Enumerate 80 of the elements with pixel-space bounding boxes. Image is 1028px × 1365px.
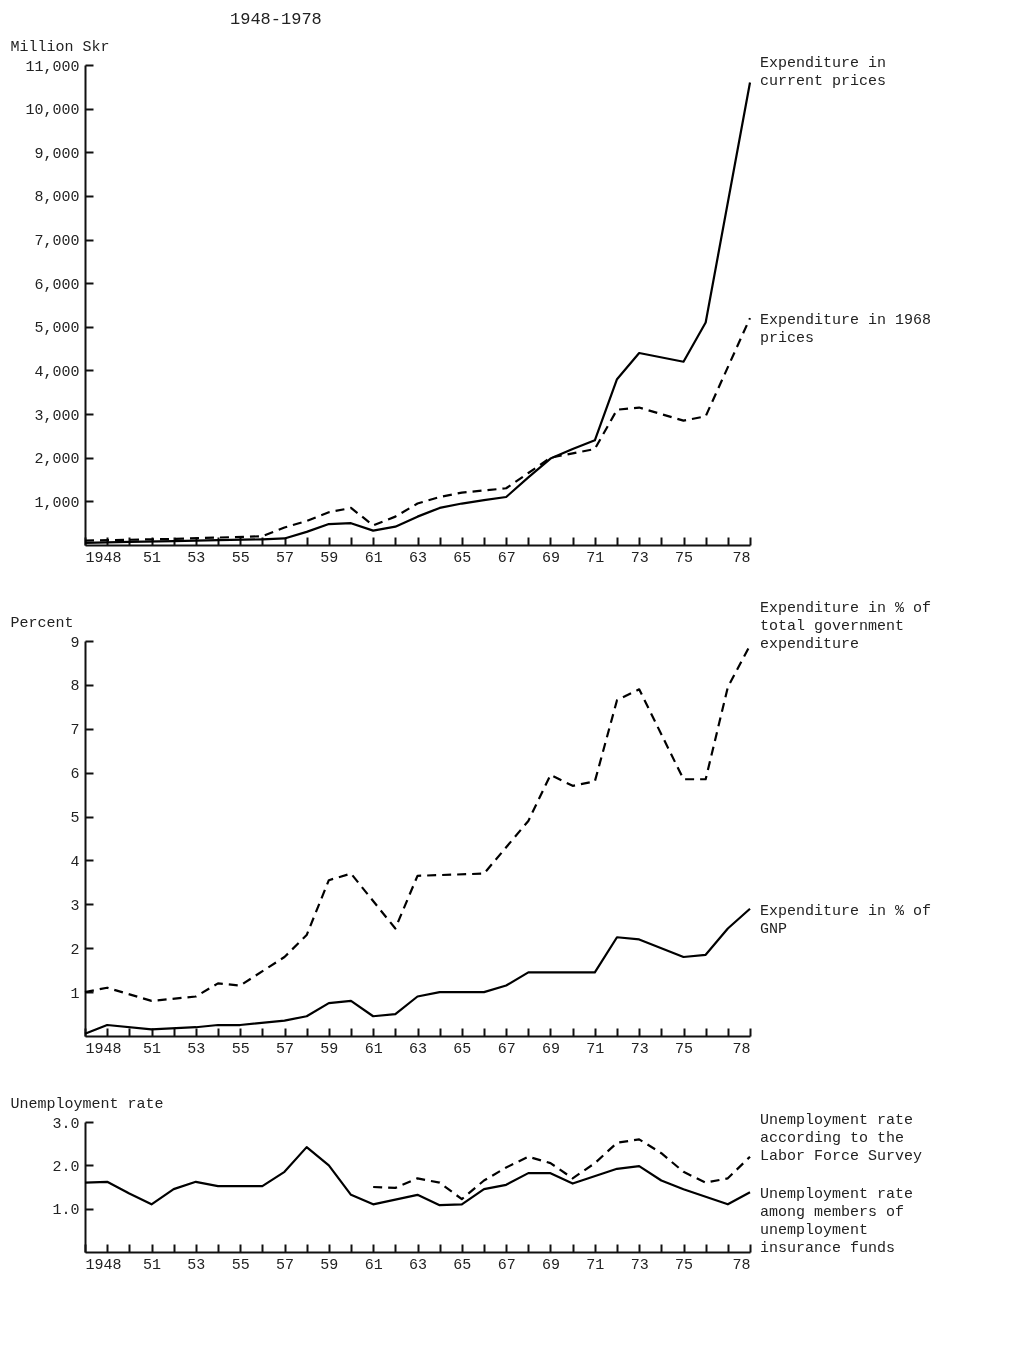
x-tick-label: 63 [408,1256,428,1274]
series-label: Unemployment rate among members of unemployment insurance funds [760,1186,914,1258]
y-tick-label: 5,000 [34,320,80,338]
x-tick-label: 59 [320,549,339,567]
x-tick-label: 65 [453,1256,472,1274]
x-tick-label: 55 [231,1040,250,1058]
x-tick-label: 73 [630,1040,649,1058]
x-tick-label: 59 [320,1256,339,1274]
x-tick-label: 78 [732,1256,751,1274]
x-tick-label: 73 [630,1256,649,1274]
x-tick-label: 61 [364,549,383,567]
series-label: Expenditure in % of GNP [760,902,932,938]
x-tick-label: 71 [586,1256,605,1274]
x-tick-label: 63 [408,1040,428,1058]
y-tick-label: 7,000 [34,233,80,251]
x-tick-label: 71 [586,549,605,567]
x-tick-label: 57 [275,1256,295,1274]
y-axis-title: Unemployment rate [10,1095,164,1113]
x-tick-label: 57 [275,549,295,567]
y-tick-label: 8 [70,678,80,696]
y-tick-label: 11,000 [25,58,80,76]
chart-title: 1948-1978 [230,10,322,29]
x-tick-label: 51 [142,1256,162,1274]
y-tick-label: 9,000 [34,145,80,163]
x-tick-label: 1948 [85,1040,122,1058]
y-tick-label: 10,000 [25,102,80,120]
y-tick-label: 9 [70,634,80,652]
y-tick-label: 8,000 [34,189,80,207]
x-tick-label: 51 [142,549,162,567]
x-tick-label: 1948 [85,549,122,567]
x-tick-label: 69 [541,1256,561,1274]
x-tick-label: 55 [231,1256,250,1274]
x-tick-label: 53 [187,1256,206,1274]
x-tick-label: 75 [674,1256,694,1274]
y-tick-label: 5 [70,810,80,828]
y-axis-title: Percent [10,614,74,632]
y-tick-label: 1.0 [52,1202,80,1220]
y-tick-label: 3 [70,897,80,915]
y-tick-label: 6,000 [34,276,80,294]
x-tick-label: 65 [453,549,472,567]
x-tick-label: 53 [187,549,206,567]
y-tick-label: 4 [70,853,80,871]
y-tick-label: 4,000 [34,363,80,381]
x-tick-label: 78 [732,549,751,567]
x-tick-label: 71 [586,1040,605,1058]
y-tick-label: 6 [70,766,80,784]
y-tick-label: 2,000 [34,451,80,469]
series-label: Expenditure in 1968 prices [760,312,932,348]
x-tick-label: 75 [674,1040,694,1058]
series-label: Expenditure in current prices [760,55,887,91]
x-tick-label: 57 [275,1040,295,1058]
x-tick-label: 75 [674,549,694,567]
y-tick-label: 1,000 [34,494,80,512]
line-series [83,1146,752,1207]
x-tick-label: 59 [320,1040,339,1058]
x-tick-label: 65 [453,1040,472,1058]
y-tick-label: 3,000 [34,407,80,425]
y-tick-label: 7 [70,722,80,740]
x-tick-label: 61 [364,1040,383,1058]
x-tick-label: 53 [187,1040,206,1058]
x-tick-label: 69 [541,1040,561,1058]
x-tick-label: 61 [364,1256,383,1274]
x-tick-label: 69 [541,549,561,567]
x-tick-label: 67 [497,1040,516,1058]
x-tick-label: 1948 [85,1256,122,1274]
x-tick-label: 55 [231,549,250,567]
x-tick-label: 63 [408,549,428,567]
series-label: Expenditure in % of total government expenditure [760,600,932,654]
y-axis-title: Million Skr [10,38,110,56]
y-tick-label: 3.0 [52,1115,80,1133]
y-tick-label: 1 [70,985,80,1003]
x-tick-label: 51 [142,1040,162,1058]
line-series [372,1138,752,1201]
y-tick-label: 2 [70,941,80,959]
series-label: Unemployment rate according to the Labor Force Survey [760,1111,923,1165]
x-tick-label: 67 [497,549,516,567]
x-tick-label: 67 [497,1256,516,1274]
y-tick-label: 2.0 [52,1158,80,1176]
x-tick-label: 78 [732,1040,751,1058]
x-tick-label: 73 [630,549,649,567]
